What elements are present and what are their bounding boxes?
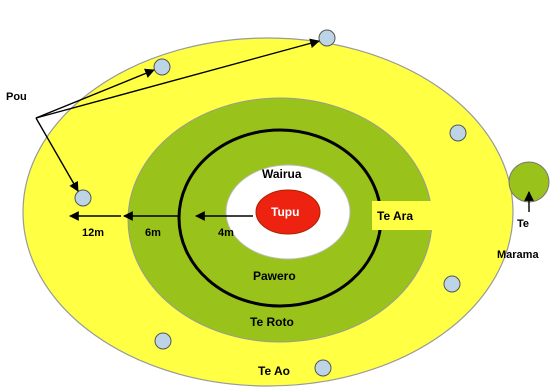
pou-post (449, 124, 467, 142)
pou-arrow (35, 117, 79, 192)
pawero-label: Pawero (253, 269, 296, 283)
te-roto-label: Te Roto (250, 315, 294, 329)
pou-post (74, 189, 92, 207)
te-label: Te (517, 218, 529, 230)
te-ara-path (372, 201, 434, 230)
pou-post (443, 275, 461, 293)
wairua-label: Wairua (262, 167, 302, 181)
marama-label: Marama (497, 249, 539, 261)
pou-post (154, 332, 172, 350)
pou-pointer-arrows (35, 38, 320, 192)
te-ara-label: Te Ara (377, 209, 413, 223)
tupu-core (255, 189, 321, 235)
distance-12m-label: 12m (82, 227, 104, 239)
pou-post (318, 29, 336, 47)
pou-arrow (35, 38, 320, 119)
te-ao-label: Te Ao (258, 364, 290, 378)
pou-label: Pou (6, 91, 27, 103)
pou-post (314, 359, 332, 377)
pou-posts (74, 29, 467, 377)
distance-4m-label: 4m (218, 227, 234, 239)
tupu-label: Tupu (271, 205, 299, 219)
pou-post (153, 58, 171, 76)
distance-6m-label: 6m (145, 227, 161, 239)
pou-arrow (35, 68, 155, 119)
